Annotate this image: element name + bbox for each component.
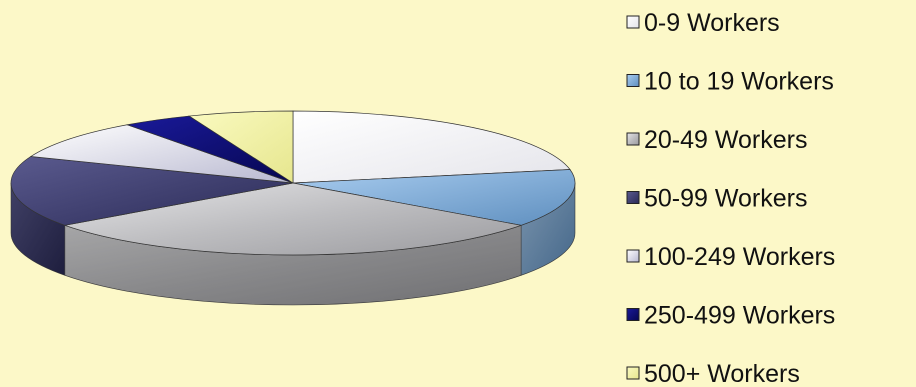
- legend-item-100-249-workers: 100-249 Workers: [626, 243, 835, 271]
- legend-item-500-workers: 500+ Workers: [626, 360, 800, 387]
- pie-side-shade-50-99-workers: [11, 183, 65, 276]
- legend-label-10-to-19-workers: 10 to 19 Workers: [644, 68, 834, 96]
- legend-swatch-0-9-workers: [626, 15, 640, 29]
- legend-item-20-49-workers: 20-49 Workers: [626, 126, 808, 154]
- legend: 0-9 Workers 10 to 19 Workers 20-49 Workers…: [626, 9, 835, 387]
- pie-slice-50-99-workers: [10, 156, 294, 226]
- pie-sides: [10, 182, 576, 306]
- legend-item-10-to-19-workers: 10 to 19 Workers: [626, 68, 834, 96]
- legend-label-250-499-workers: 250-499 Workers: [644, 302, 835, 330]
- legend-label-50-99-workers: 50-99 Workers: [644, 185, 808, 213]
- pie-side-shade-20-49-workers: [64, 225, 522, 305]
- legend-label-500-workers: 500+ Workers: [644, 360, 800, 387]
- legend-swatch-50-99-workers: [626, 191, 640, 204]
- legend-swatch-100-249-workers: [626, 249, 640, 263]
- pie-slice-100-249-workers: [29, 124, 294, 184]
- legend-swatch-10-to-19-workers: [626, 74, 640, 87]
- legend-swatch-250-499-workers: [626, 308, 640, 321]
- legend-swatch-20-49-workers: [626, 132, 640, 146]
- pie-slice-20-49-workers: [63, 182, 523, 256]
- legend-swatch-500-workers: [626, 366, 640, 380]
- pie-slice-0-9-workers: [292, 110, 571, 184]
- legend-label-0-9-workers: 0-9 Workers: [644, 9, 780, 37]
- legend-item-50-99-workers: 50-99 Workers: [626, 185, 808, 213]
- legend-label-20-49-workers: 20-49 Workers: [644, 126, 808, 154]
- pie-slice-500-workers: [188, 110, 294, 184]
- legend-item-250-499-workers: 250-499 Workers: [626, 302, 835, 330]
- pie-slice-10-to-19-workers: [292, 169, 576, 226]
- pie-side-shade-10-to-19-workers: [521, 183, 575, 276]
- legend-label-100-249-workers: 100-249 Workers: [644, 243, 835, 271]
- legend-item-0-9-workers: 0-9 Workers: [626, 9, 780, 37]
- pie-tops: [10, 110, 576, 256]
